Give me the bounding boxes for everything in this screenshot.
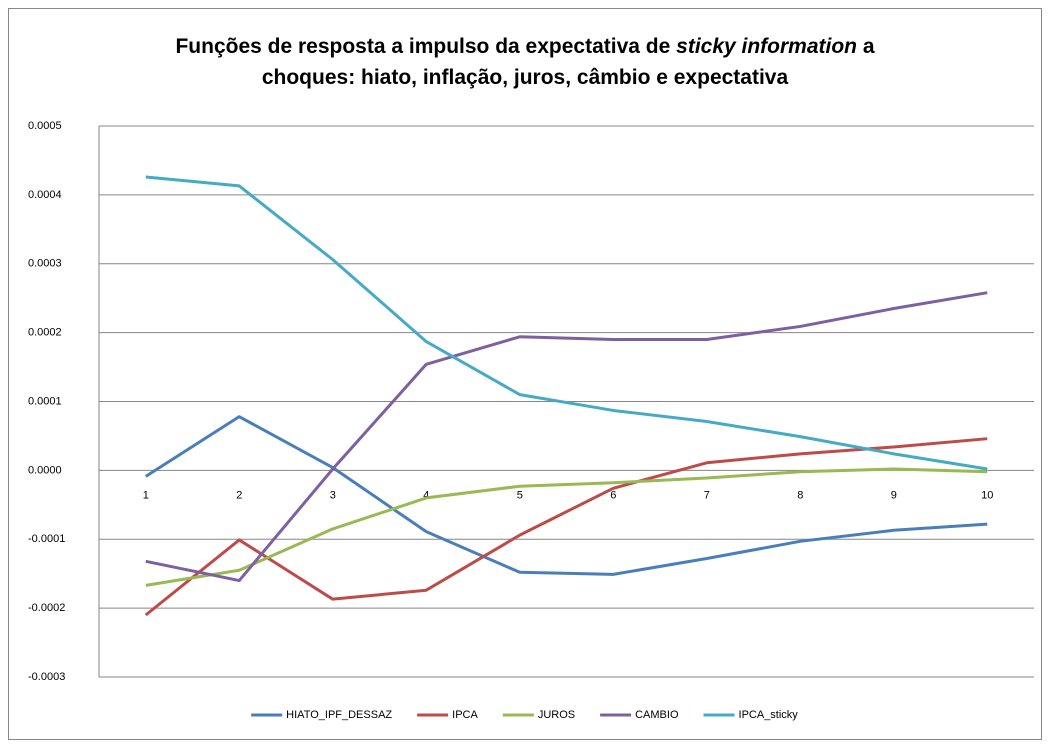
x-tick-label: 3: [330, 489, 336, 501]
y-tick-label: 0.0001: [28, 395, 62, 407]
legend-label: IPCA_sticky: [739, 709, 799, 721]
series-line: [145, 291, 988, 583]
series-line: [145, 175, 988, 471]
chart-border: [8, 8, 1042, 740]
y-tick-label: 0.0000: [28, 464, 62, 476]
legend-label: JUROS: [538, 709, 575, 721]
x-tick-label: 8: [797, 489, 803, 501]
chart-title: choques: hiato, inflação, juros, câmbio …: [262, 66, 789, 89]
x-tick-label: 7: [704, 489, 710, 501]
title-segment: choques: hiato, inflação, juros, câmbio …: [262, 66, 789, 89]
title-segment: a: [857, 35, 875, 58]
x-tick-label: 5: [517, 489, 523, 501]
series-line: [144, 415, 988, 576]
series-line: [144, 437, 988, 617]
legend-label: HIATO_IPF_DESSAZ: [286, 709, 392, 721]
chart-title: Funções de resposta a impulso da expecta…: [175, 35, 874, 58]
y-tick-label: 0.0003: [28, 258, 62, 270]
x-tick-label: 9: [891, 489, 897, 501]
x-tick-label: 1: [143, 489, 149, 501]
y-tick-label: -0.0003: [28, 671, 65, 683]
x-tick-label: 10: [981, 489, 993, 501]
legend-label: IPCA: [452, 709, 478, 721]
x-tick-label: 4: [423, 489, 429, 501]
x-tick-label: 2: [236, 489, 242, 501]
y-tick-label: -0.0001: [28, 533, 65, 545]
title-segment: sticky information: [676, 35, 857, 58]
title-segment: Funções de resposta a impulso da expecta…: [175, 35, 676, 58]
series-line: [145, 467, 988, 587]
y-tick-label: 0.0005: [28, 120, 62, 132]
y-tick-label: -0.0002: [28, 602, 65, 614]
legend-label: CAMBIO: [635, 709, 679, 721]
y-tick-label: 0.0002: [28, 327, 62, 339]
x-tick-label: 6: [610, 489, 616, 501]
y-tick-label: 0.0004: [28, 189, 62, 201]
